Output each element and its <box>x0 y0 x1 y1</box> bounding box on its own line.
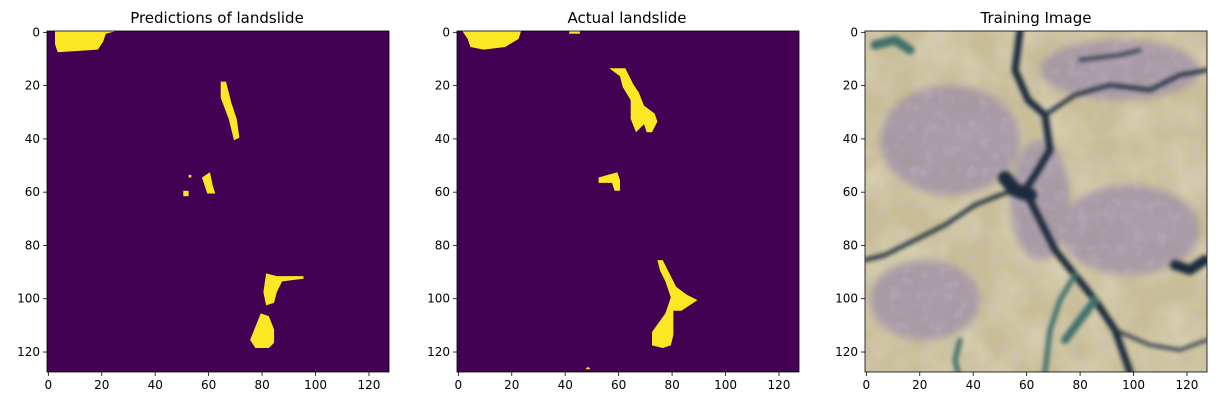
panel-title: Predictions of landslide <box>130 9 304 27</box>
axes-frame <box>46 30 390 373</box>
x-axis: 0 20 40 60 80 100 120 <box>863 372 1199 392</box>
x-tick-label: 40 <box>148 378 163 392</box>
y-tick-label: 120 <box>17 345 40 359</box>
landslide-region <box>55 31 117 53</box>
x-tick-label: 120 <box>768 378 791 392</box>
x-tick-label: 100 <box>304 378 327 392</box>
x-tick-label: 100 <box>714 378 737 392</box>
x-tick-label: 60 <box>201 378 216 392</box>
landslide-region <box>569 31 580 34</box>
panel-title: Training Image <box>980 9 1092 27</box>
y-tick-label: 80 <box>25 238 40 252</box>
x-tick-label: 0 <box>863 378 871 392</box>
x-tick-label: 0 <box>45 378 53 392</box>
landslide-region <box>220 81 240 141</box>
y-tick-label: 40 <box>25 132 40 146</box>
y-tick-label: 40 <box>435 132 450 146</box>
y-tick-label: 0 <box>850 25 858 39</box>
x-tick-label: 60 <box>1019 378 1034 392</box>
x-tick-label: 20 <box>912 378 927 392</box>
mask-regions <box>55 31 304 348</box>
x-tick-label: 20 <box>94 378 109 392</box>
y-tick-label: 120 <box>427 345 450 359</box>
y-tick-label: 0 <box>32 25 40 39</box>
y-tick-label: 60 <box>25 185 40 199</box>
x-tick-label: 100 <box>1122 378 1145 392</box>
landslide-region <box>585 366 591 370</box>
y-tick-label: 80 <box>843 238 858 252</box>
x-axis: 0 20 40 60 80 100 120 <box>45 372 381 392</box>
y-tick-label: 100 <box>427 292 450 306</box>
y-tick-label: 20 <box>843 79 858 93</box>
panel-title: Actual landslide <box>567 9 686 27</box>
axes-frame <box>864 30 1208 373</box>
y-tick-label: 100 <box>835 292 858 306</box>
y-tick-label: 60 <box>843 185 858 199</box>
panel-training-image: Training Image <box>835 9 1208 392</box>
x-tick-label: 60 <box>611 378 626 392</box>
landslide-region <box>188 174 192 178</box>
y-tick-label: 0 <box>442 25 450 39</box>
x-tick-label: 40 <box>966 378 981 392</box>
panel-predictions: Predictions of landslide 0 20 40 60 80 100 120… <box>17 9 390 392</box>
mask-background <box>47 31 389 372</box>
y-tick-label: 80 <box>435 238 450 252</box>
panel-actual: Actual landslide 0 20 40 60 80 100 120 0 20 40 60… <box>427 9 800 392</box>
landslide-region <box>263 273 304 306</box>
landslide-region <box>250 313 275 348</box>
x-tick-label: 40 <box>558 378 573 392</box>
y-tick-label: 100 <box>17 292 40 306</box>
y-axis: 0 20 40 60 80 100 120 <box>427 25 457 359</box>
y-tick-label: 20 <box>25 79 40 93</box>
x-tick-label: 20 <box>504 378 519 392</box>
mask-regions <box>462 31 698 370</box>
axes-frame <box>456 30 800 373</box>
y-axis: 0 20 40 60 80 100 120 <box>835 25 865 359</box>
landslide-region <box>183 190 189 197</box>
landslide-region <box>609 68 658 133</box>
landslide-region <box>652 260 698 348</box>
y-tick-label: 20 <box>435 79 450 93</box>
landslide-region <box>462 31 522 50</box>
x-tick-label: 120 <box>1176 378 1199 392</box>
x-tick-label: 80 <box>1072 378 1087 392</box>
training-photo <box>865 31 1207 372</box>
x-axis: 0 20 40 60 80 100 120 <box>455 372 791 392</box>
y-tick-label: 120 <box>835 345 858 359</box>
x-tick-label: 80 <box>664 378 679 392</box>
x-tick-label: 120 <box>358 378 381 392</box>
landslide-region <box>202 172 216 194</box>
landslide-region <box>598 172 620 191</box>
y-axis: 0 20 40 60 80 100 120 <box>17 25 47 359</box>
x-tick-label: 80 <box>254 378 269 392</box>
y-tick-label: 40 <box>843 132 858 146</box>
y-tick-label: 60 <box>435 185 450 199</box>
x-tick-label: 0 <box>455 378 463 392</box>
